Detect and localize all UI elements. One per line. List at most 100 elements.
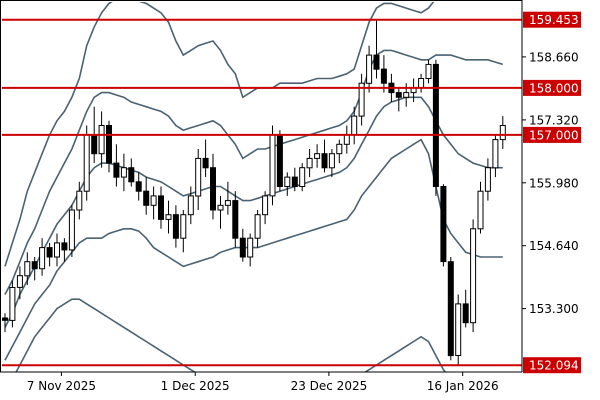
candle-body-down [232, 200, 239, 239]
candle [276, 130, 283, 192]
level-label-text: 152.094 [529, 359, 579, 373]
candle-body-up [425, 63, 432, 80]
x-tick-label: 7 Nov 2025 [27, 379, 96, 393]
candle [328, 149, 335, 178]
candle [321, 139, 328, 173]
level-label: 159.453 [523, 11, 581, 28]
candle [24, 252, 31, 286]
candle-body-up [9, 287, 16, 321]
candle-body-up [83, 134, 90, 192]
level-label: 157.000 [523, 126, 581, 143]
candle [314, 144, 321, 168]
axes [0, 0, 523, 373]
candle [447, 257, 454, 361]
candle [284, 172, 291, 196]
candle-body-down [202, 157, 209, 169]
candle [135, 172, 142, 201]
candle [232, 191, 239, 248]
band-upper-2sd [4, 49, 504, 295]
candle-body-up [470, 228, 477, 324]
candle [418, 73, 425, 93]
candle-body-up [299, 167, 306, 187]
x-tick-label: 23 Dec 2025 [291, 379, 368, 393]
candle-body-up [284, 176, 291, 188]
candle [61, 238, 68, 262]
candle-body-down [106, 125, 112, 164]
candle [499, 116, 506, 149]
level-labels: 159.453 158.000 157.000 152.094 [523, 11, 581, 374]
candle [39, 238, 46, 276]
candle-body-down [61, 242, 68, 251]
band-upper-3sd [4, 2, 435, 267]
candle-body-up [477, 190, 484, 230]
candle [143, 177, 150, 215]
candles [2, 19, 506, 365]
candle-body-up [247, 237, 254, 258]
candle-body-up [262, 195, 269, 216]
candle [269, 125, 276, 206]
candle-body-down [462, 303, 469, 324]
candle [16, 266, 23, 300]
candle-body-up [418, 78, 425, 89]
candle [306, 149, 313, 178]
y-tick-label: 157.320 [529, 113, 579, 127]
candle-body-up [68, 209, 75, 251]
candle [343, 125, 350, 154]
candle [83, 125, 90, 201]
horizontal-levels [2, 18, 522, 367]
candle [403, 83, 410, 107]
candle [113, 144, 120, 187]
y-tick-label: 153.300 [529, 302, 579, 316]
candle [128, 158, 135, 187]
candle-body-down [239, 237, 246, 258]
candle-body-down [210, 167, 216, 211]
candle-body-up [336, 143, 343, 155]
candle [54, 233, 60, 267]
candle-body-up [150, 195, 157, 206]
candle-body-up [484, 167, 491, 192]
candle-body-up [366, 54, 373, 84]
candle-body-up [499, 125, 506, 141]
candle-body-up [24, 261, 31, 277]
candle [358, 73, 365, 126]
candle-body-up [254, 214, 261, 239]
candle [299, 163, 306, 192]
x-tick-label: 1 Dec 2025 [161, 379, 230, 393]
candle-body-down [440, 186, 447, 263]
level-label: 152.094 [523, 357, 581, 374]
candle-body-up [224, 200, 231, 206]
candle [366, 45, 373, 93]
candle-body-down [276, 134, 283, 187]
candle [224, 181, 231, 215]
candle-body-down [135, 181, 142, 192]
candle-body-up [403, 92, 410, 98]
candle-body-down [447, 261, 454, 357]
band-lower-3sd [15, 298, 447, 372]
candle-body-up [165, 214, 172, 220]
candle [291, 167, 298, 192]
candle [172, 205, 179, 248]
candle [195, 149, 202, 210]
candle [187, 186, 194, 225]
candle [373, 19, 380, 79]
candle [150, 186, 157, 220]
candle [31, 257, 38, 281]
candle [46, 242, 53, 267]
candle [432, 59, 439, 196]
candle [455, 294, 462, 365]
candle [440, 184, 447, 267]
candle [68, 205, 75, 257]
candle-body-down [113, 162, 120, 178]
candle-body-down [128, 167, 135, 183]
candle [470, 219, 477, 333]
level-label-bg [523, 11, 581, 28]
x-tick-label: 16 Jan 2026 [427, 379, 499, 393]
candle-body-down [321, 153, 328, 169]
candle [98, 111, 105, 168]
candle [202, 139, 209, 178]
candle-body-down [2, 317, 8, 321]
candle-body-up [358, 82, 365, 117]
candle-body-down [291, 176, 298, 188]
